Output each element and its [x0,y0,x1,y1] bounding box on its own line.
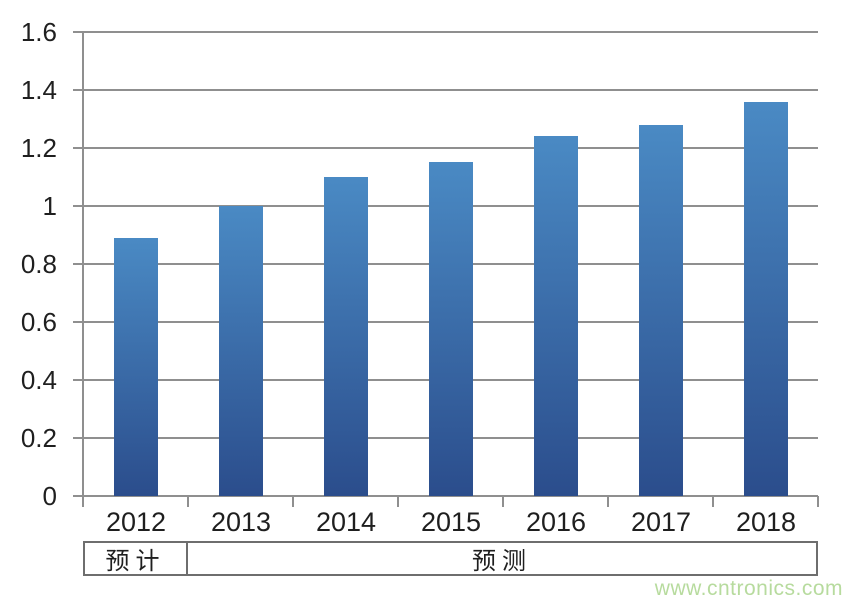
bar-2013 [219,206,263,496]
y-axis-tick-label: 1 [42,191,57,221]
y-axis-tick-label: 0.2 [20,423,57,453]
x-axis-line [73,495,818,497]
x-axis-tick [502,496,504,507]
y-axis-tick-label: 0.4 [20,365,57,395]
bar-2014 [324,177,368,496]
x-axis-category-label: 2013 [210,507,272,537]
period-cell-forecast: 预测 [188,543,816,575]
bar-2015 [429,162,473,496]
x-axis-tick [187,496,189,507]
bar-2018 [744,102,788,496]
period-cell-estimate: 预计 [85,543,188,575]
y-axis-tick-label: 0.8 [20,249,57,279]
gridline [73,31,818,33]
y-axis-tick-label: 0.6 [20,307,57,337]
x-axis-category-label: 2015 [420,507,482,537]
y-axis-tick-label: 0 [42,481,57,511]
period-label-estimate: 预计 [105,548,166,575]
y-axis-line [82,31,84,506]
period-label-forecast: 预测 [472,548,532,575]
y-axis-tick-label: 1.2 [20,133,57,163]
x-axis-tick [397,496,399,507]
x-axis-category-label: 2012 [105,507,167,537]
y-axis-tick-label: 1.4 [20,75,57,105]
x-axis-category-label: 2016 [525,507,587,537]
gridline [73,147,818,149]
y-axis-tick-label: 1.6 [20,17,57,47]
bar-2012 [114,238,158,496]
bar-2017 [639,125,683,496]
x-axis-tick [712,496,714,507]
bar-2016 [534,136,578,496]
x-axis-tick [607,496,609,507]
x-axis-tick [82,496,84,507]
x-axis-category-label: 2017 [630,507,692,537]
x-axis-category-label: 2014 [315,507,377,537]
watermark-text: www.cntronics.com [654,577,843,600]
gridline [73,89,818,91]
period-annotation-row: 预计 预测 [83,541,818,576]
x-axis-tick [292,496,294,507]
x-axis-tick [817,496,819,507]
x-axis-category-label: 2018 [735,507,797,537]
